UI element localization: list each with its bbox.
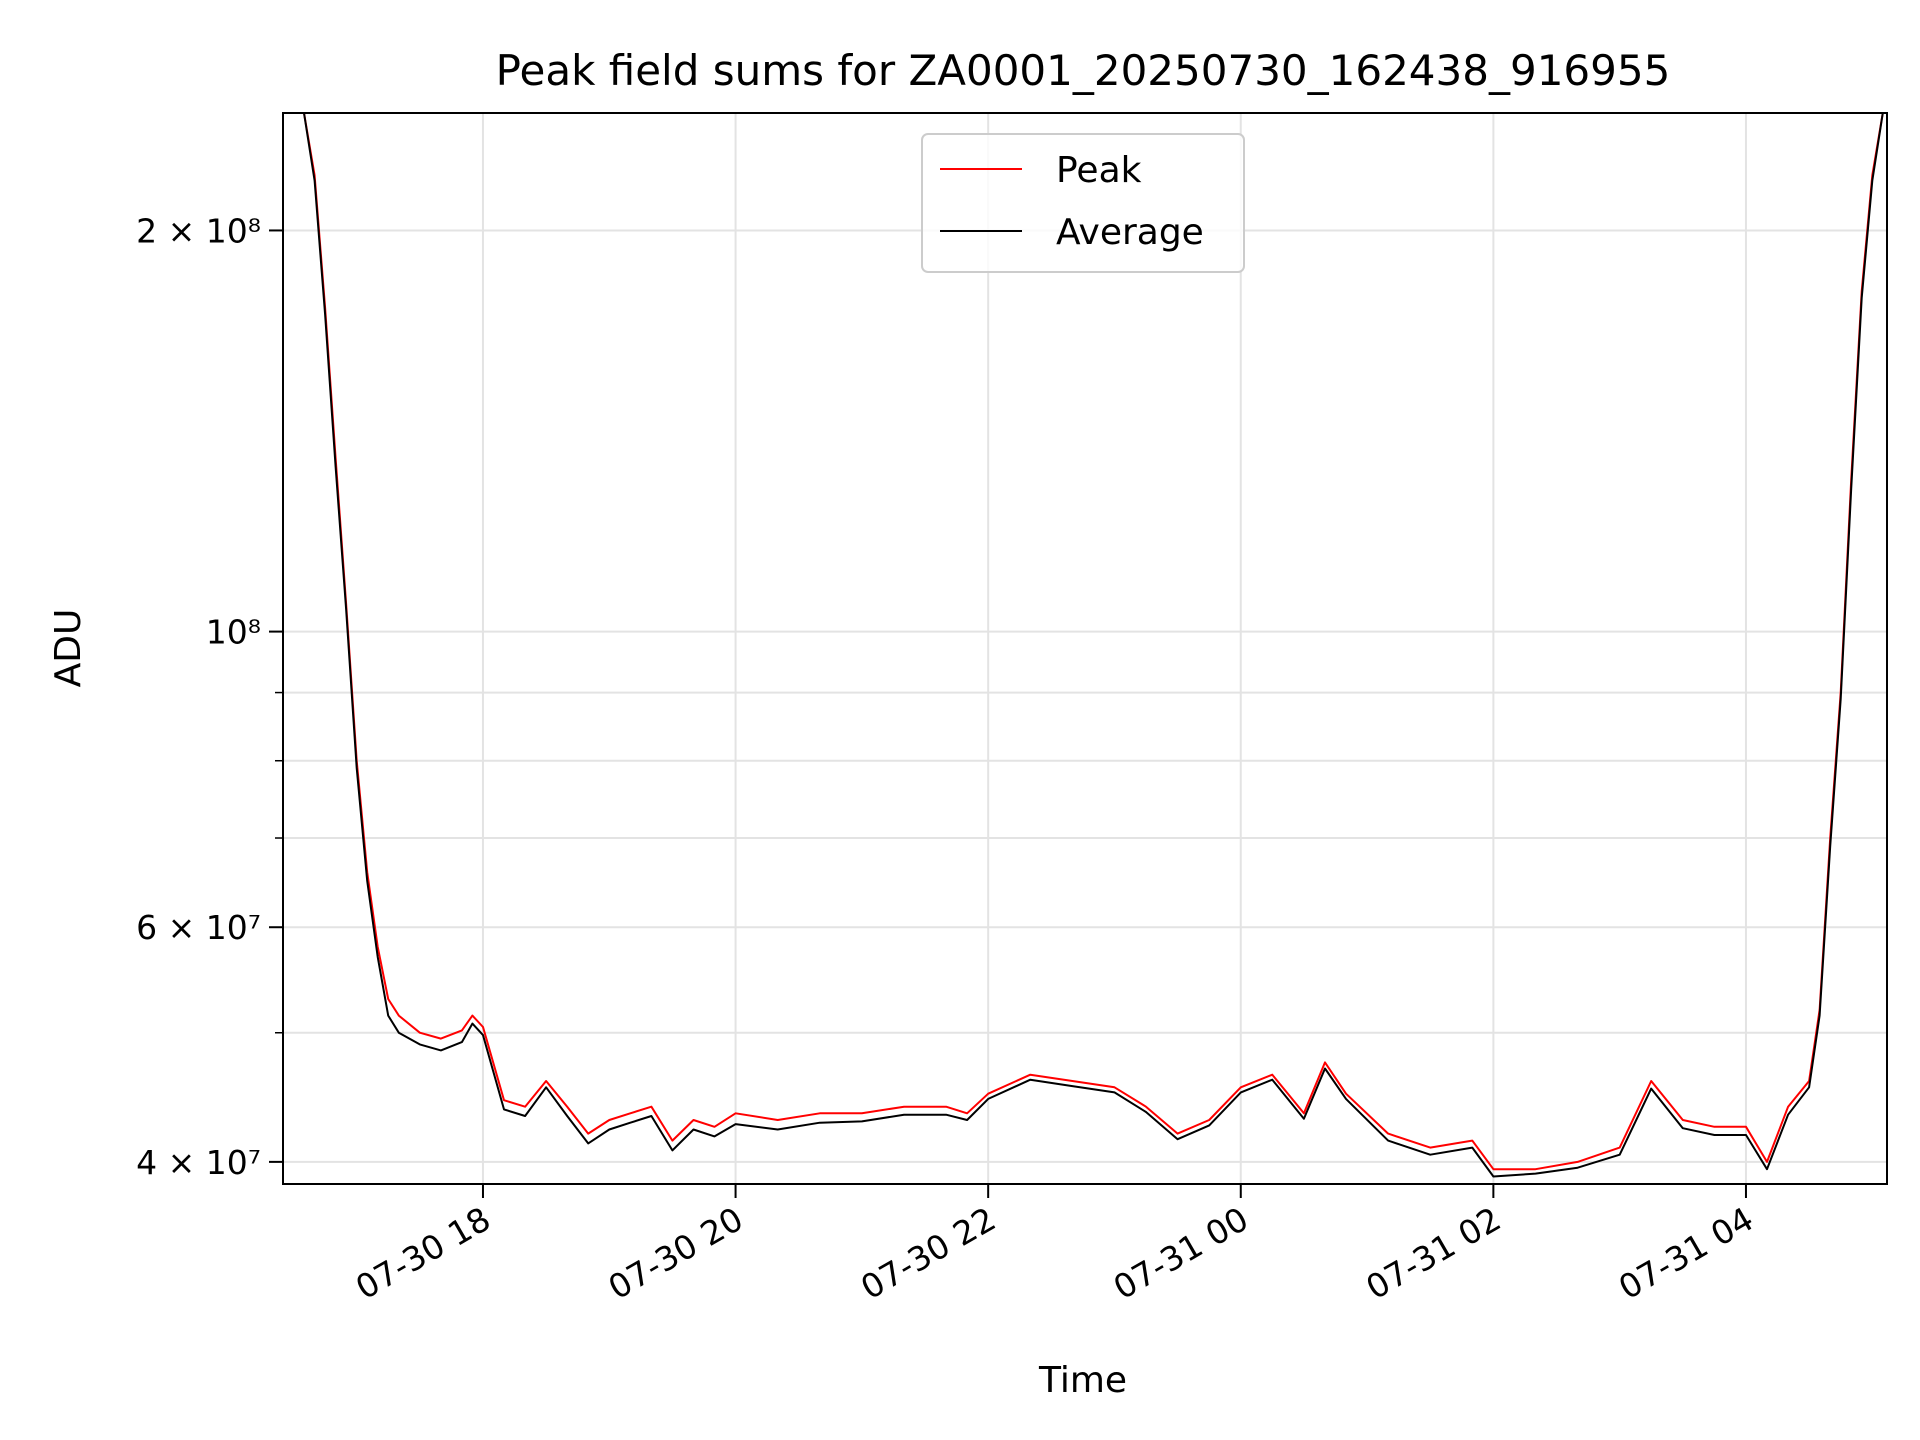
chart-title: Peak field sums for ZA0001_20250730_1624… bbox=[496, 46, 1671, 95]
x-axis-label: Time bbox=[1038, 1360, 1127, 1401]
grid bbox=[283, 113, 1887, 1184]
x-axis: 07-30 18 07-30 20 07-30 22 07-31 00 07-31 02… bbox=[349, 1184, 1760, 1307]
series-line-peak bbox=[303, 113, 1884, 1171]
legend-label-average: Average bbox=[1056, 212, 1204, 253]
plot-frame bbox=[282, 112, 1888, 1185]
x-tick-label: 07-31 00 bbox=[1107, 1199, 1255, 1307]
y-tick-label: 2 × 10⁸ bbox=[136, 211, 261, 250]
series-line-average bbox=[303, 113, 1884, 1178]
y-tick-label: 6 × 10⁷ bbox=[136, 908, 261, 947]
y-axis-label: ADU bbox=[48, 609, 89, 688]
x-tick-label: 07-31 04 bbox=[1612, 1199, 1760, 1307]
y-tick-label: 4 × 10⁷ bbox=[136, 1143, 261, 1182]
x-tick-label: 07-30 18 bbox=[349, 1199, 497, 1307]
x-tick-label: 07-30 20 bbox=[602, 1199, 750, 1307]
y-axis: 4 × 10⁷ 6 × 10⁷ 10⁸ 2 × 10⁸ bbox=[136, 211, 283, 1182]
y-tick-label: 10⁸ bbox=[206, 613, 261, 652]
legend: Peak Average bbox=[921, 133, 1245, 273]
x-tick-label: 07-30 22 bbox=[854, 1199, 1002, 1307]
legend-label-peak: Peak bbox=[1056, 150, 1142, 191]
series-lines bbox=[303, 113, 1884, 1178]
x-tick-label: 07-31 02 bbox=[1359, 1199, 1507, 1307]
